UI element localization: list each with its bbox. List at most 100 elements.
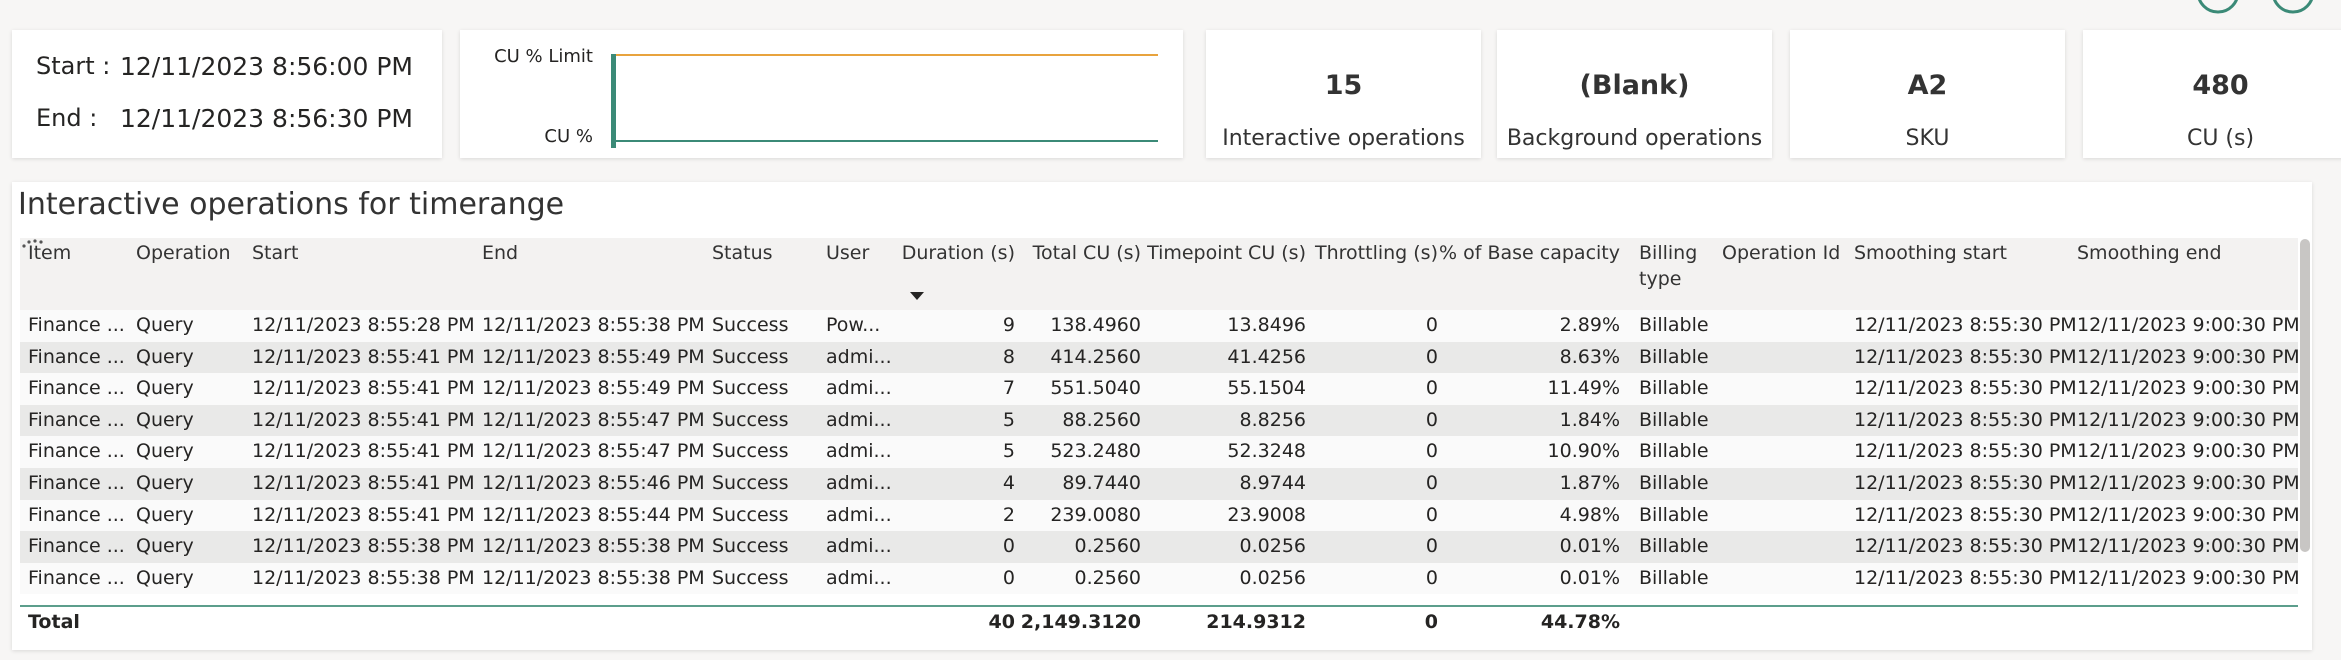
total-cell: 44.78% [1540, 611, 1620, 633]
table-cell: 89.7440 [1062, 472, 1141, 494]
table-cell: 0 [1425, 408, 1438, 431]
column-header[interactable]: Status [712, 242, 773, 264]
row-bg [20, 436, 2298, 468]
column-header[interactable]: Billing type [1639, 242, 1698, 290]
start-value: 12/11/2023 8:56:00 PM [120, 52, 414, 81]
table-cell: Success [712, 535, 789, 558]
scrollbar[interactable] [2300, 239, 2310, 552]
table-cell: 55.1504 [1227, 377, 1306, 400]
sort-arrow[interactable] [910, 292, 924, 302]
table-cell: Billable [1639, 440, 1709, 463]
table-cell: 12/11/2023 8:55:47 PM [482, 408, 705, 431]
table-cell: Success [712, 408, 789, 431]
table-cell: admi... [826, 440, 892, 463]
icon[interactable] [2273, 0, 2313, 14]
table-cell: 239.0080 [1050, 503, 1141, 526]
table-cell: 7 [1002, 377, 1015, 400]
column-header[interactable]: % of Base capacity [1439, 242, 1620, 264]
table-cell: 0 [1425, 535, 1438, 558]
table-cell: 88.2560 [1062, 408, 1141, 431]
row-bg [20, 310, 2298, 342]
column-header[interactable]: User [826, 242, 870, 264]
table-cell: 41.4256 [1227, 345, 1306, 368]
table-cell: 12/11/2023 9:00:30 PM [2077, 377, 2300, 400]
table-cell: Success [712, 440, 789, 463]
table-cell: Finance ... [28, 440, 125, 463]
kpi-card: A2 SKU [1790, 30, 2065, 158]
table-cell: 551.5040 [1050, 377, 1141, 400]
total-cell: 0 [1424, 611, 1438, 633]
table-cell: Query [136, 440, 194, 463]
table-cell: Billable [1639, 535, 1709, 558]
table-cell: 12/11/2023 8:55:30 PM [1854, 345, 2077, 368]
table-cell: 12/11/2023 9:00:30 PM [2077, 408, 2300, 431]
table-cell: Finance ... [28, 377, 125, 400]
table-cell: 12/11/2023 8:55:41 PM [252, 440, 475, 463]
table-cell: 1.87% [1559, 472, 1620, 494]
table-cell: 9 [1002, 314, 1015, 336]
table-cell: admi... [826, 345, 892, 368]
table-cell: admi... [826, 408, 892, 431]
table-cell: 138.4960 [1050, 314, 1141, 336]
column-header[interactable]: Start [252, 242, 299, 264]
table-cell: 2 [1002, 503, 1015, 526]
table-cell: 8.8256 [1239, 408, 1306, 431]
table-cell: 12/11/2023 8:55:30 PM [1854, 314, 2077, 336]
table-cell: 0 [1425, 503, 1438, 526]
table-cell: 12/11/2023 9:00:30 PM [2077, 503, 2300, 526]
kpi-card: (Blank) Background operations [1497, 30, 1772, 158]
end-label: End : [36, 104, 98, 132]
table-cell: 12/11/2023 8:55:41 PM [252, 345, 475, 368]
total-cell: 40 [988, 611, 1015, 633]
table-cell: Finance ... [28, 535, 125, 558]
row-bg [20, 499, 2298, 532]
table-cell: 0.0256 [1239, 566, 1306, 589]
table-cell: Finance ... [28, 503, 125, 526]
table-cell: Query [136, 345, 194, 368]
column-header[interactable]: Smoothing end [2077, 242, 2222, 264]
table-cell: 523.2480 [1050, 440, 1141, 463]
column-header[interactable]: Smoothing start [1854, 242, 2007, 264]
table-cell: Success [712, 345, 789, 368]
table-cell: 1.84% [1559, 408, 1620, 431]
column-header[interactable]: Operation [136, 242, 231, 264]
column-header[interactable]: Operation Id [1722, 242, 1841, 264]
column-header[interactable]: Duration (s) [901, 242, 1015, 264]
table-cell: 11.49% [1547, 377, 1620, 400]
row-bg [20, 404, 2298, 437]
table-cell: Query [136, 472, 194, 494]
table-cell: 52.3248 [1227, 440, 1306, 463]
column-header[interactable]: End [482, 242, 519, 264]
table-cell: Billable [1639, 503, 1709, 526]
table-cell: 12/11/2023 8:55:47 PM [482, 440, 705, 463]
column-header[interactable]: Timepoint CU (s) [1147, 242, 1306, 264]
icon[interactable] [2198, 0, 2238, 14]
table-cell: Billable [1639, 377, 1709, 400]
end-value: 12/11/2023 8:56:30 PM [120, 104, 414, 133]
table-cell: 5 [1002, 440, 1015, 463]
table-cell: 12/11/2023 8:55:46 PM [482, 472, 705, 494]
table-cell: 12/11/2023 9:00:30 PM [2077, 566, 2300, 589]
table-cell: admi... [826, 566, 892, 589]
total-cell: 2,149.3120 [1020, 611, 1141, 633]
table-cell: 0 [1002, 566, 1015, 589]
table-cell: 12/11/2023 8:55:38 PM [482, 535, 705, 558]
table-cell: 12/11/2023 8:55:38 PM [252, 566, 475, 589]
column-header[interactable]: Item [28, 242, 72, 264]
table-cell: 4 [1002, 472, 1015, 494]
table-cell: 8.9744 [1239, 472, 1306, 494]
table-cell: 12/11/2023 8:55:41 PM [252, 408, 475, 431]
table-cell: Query [136, 566, 194, 589]
kpi-value: 480 [2192, 70, 2249, 101]
table-cell: 12/11/2023 8:55:30 PM [1854, 472, 2077, 494]
table-cell: 0.01% [1559, 535, 1620, 558]
table-cell: 4.98% [1559, 503, 1620, 526]
kpi-value: A2 [1907, 70, 1948, 101]
cu-label: CU % [544, 126, 593, 147]
column-header[interactable]: Total CU (s) [1032, 242, 1141, 264]
table-cell: 13.8496 [1227, 314, 1306, 336]
table-cell: 12/11/2023 8:55:30 PM [1854, 440, 2077, 463]
table-cell: Billable [1639, 314, 1709, 336]
kpi-label: SKU [1905, 126, 1950, 151]
column-header[interactable]: Throttling (s) [1315, 242, 1438, 264]
